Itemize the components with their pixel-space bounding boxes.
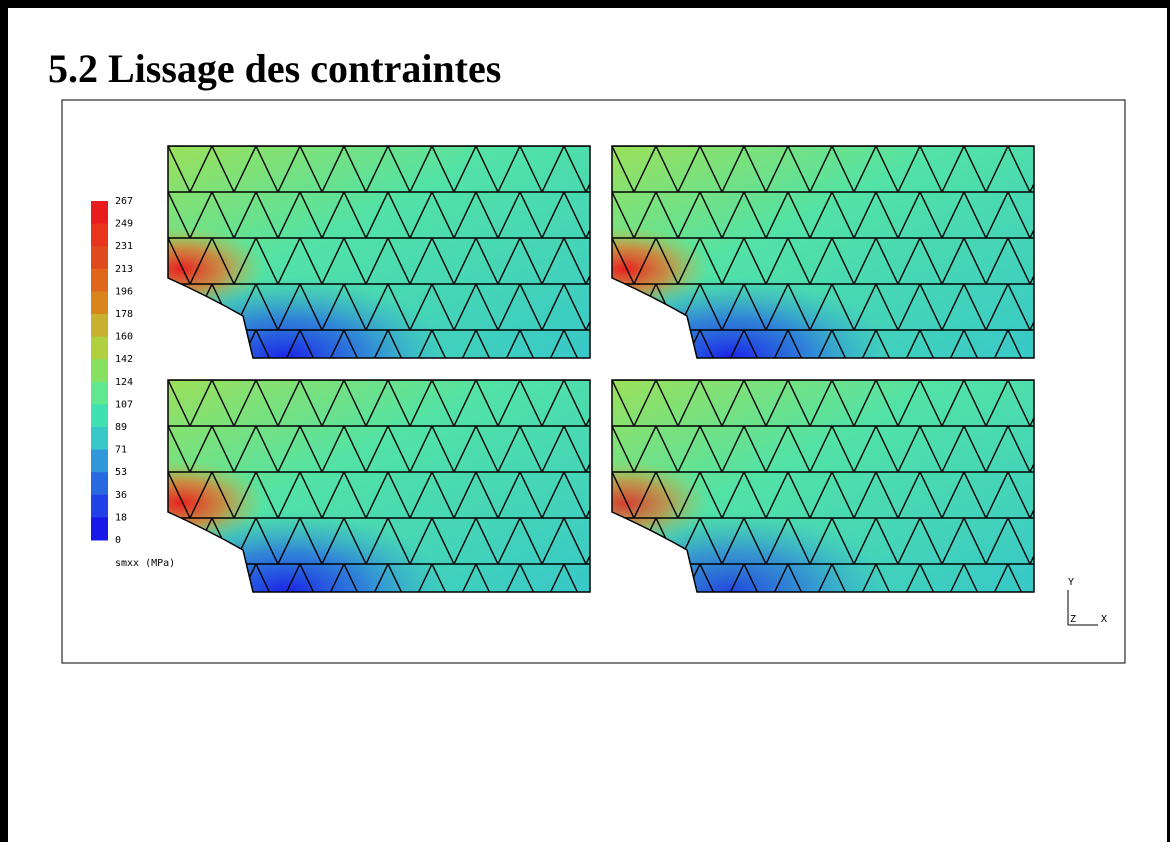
colorbar-band (91, 314, 108, 338)
legend-label: 107 (115, 399, 133, 410)
legend-label: 178 (115, 309, 133, 320)
legend-label: 18 (115, 512, 127, 523)
colorbar-band (91, 472, 108, 496)
legend-label: 142 (115, 354, 133, 365)
legend-label: 124 (115, 377, 133, 388)
legend-label: 53 (115, 467, 127, 478)
legend-label: 196 (115, 286, 133, 297)
legend-label: 213 (115, 264, 133, 275)
colorbar-band (91, 427, 108, 451)
colorbar-band (91, 291, 108, 315)
colorbar-band (91, 223, 108, 247)
colorbar-band (91, 404, 108, 428)
colorbar-band (91, 359, 108, 383)
colorbar-band (91, 381, 108, 405)
legend-label: 36 (115, 490, 127, 501)
colorbar-band (91, 517, 108, 541)
colorbar-band (91, 246, 108, 270)
legend-label: 231 (115, 241, 133, 252)
axis-label: X (1101, 614, 1107, 625)
legend-label: 160 (115, 332, 133, 343)
colorbar-band (91, 268, 108, 292)
colorbar-band (91, 201, 108, 225)
colorbar-band (91, 449, 108, 473)
axis-label: Y (1068, 577, 1074, 588)
legend-caption: smxx (MPa) (115, 558, 175, 569)
axis-label: Z (1070, 614, 1076, 625)
legend-label: 71 (115, 445, 127, 456)
axis-triad: Y Z X (1067, 577, 1107, 626)
colorbar-band (91, 336, 108, 360)
legend-label: 249 (115, 219, 133, 230)
legend-label: 267 (115, 196, 133, 207)
title: 5.2 Lissage des contraintes (48, 46, 501, 91)
colorbar: 267 249 231 213 196 178 160 142 124 107 89 71 53 36 18… (91, 196, 133, 546)
legend-label: 89 (115, 422, 127, 433)
colorbar-band (91, 494, 108, 518)
legend-label: 0 (115, 535, 121, 546)
